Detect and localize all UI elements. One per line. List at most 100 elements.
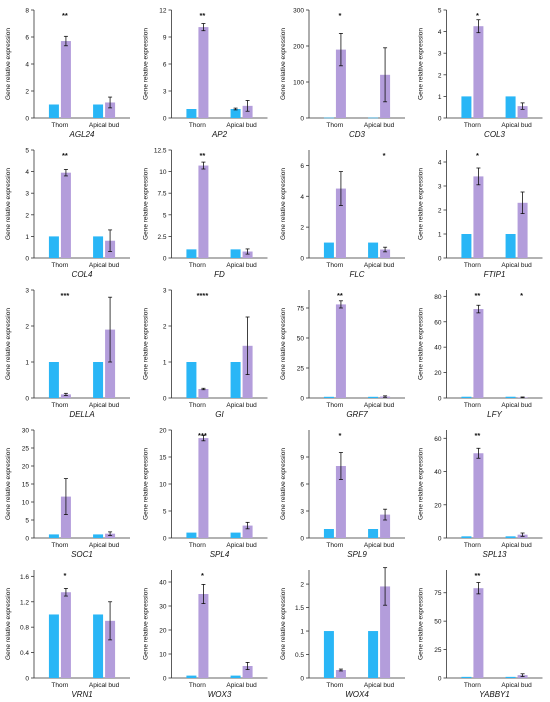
bar-control-thorn: [323, 396, 334, 398]
x-tick-label: Apical bud: [226, 402, 257, 409]
panel-spl13: 0 20 40 60 Gene relative expression ** Thorn Ap…: [418, 430, 543, 559]
significance-label: *: [520, 291, 523, 300]
panel-spl9: 0 3 6 9 Gene relative expression * Thorn Apical…: [280, 430, 405, 559]
x-tick-label: Apical bud: [226, 262, 257, 269]
x-tick-label: Thorn: [51, 682, 68, 689]
y-tick-label: 30: [22, 428, 30, 435]
bar-treatment-thorn: [198, 438, 209, 538]
y-axis-label: Gene relative expression: [5, 448, 12, 520]
y-tick-label: 6: [300, 482, 304, 489]
panel-grf7: 0 25 50 75 Gene relative expression ** Thorn Ap…: [280, 290, 405, 419]
y-tick-label: 30: [159, 604, 167, 611]
bar-control-apical-bud: [505, 96, 516, 118]
x-tick-label: Thorn: [464, 542, 481, 549]
x-tick-label: Apical bud: [501, 262, 532, 269]
y-tick-label: 9: [163, 35, 167, 42]
y-tick-label: 1.5: [295, 605, 304, 612]
y-tick-label: 20: [434, 502, 442, 509]
y-tick-label: 20: [159, 628, 167, 635]
y-tick-label: 300: [293, 8, 304, 15]
bar-treatment-thorn: [335, 188, 346, 258]
significance-label: *: [338, 11, 341, 20]
y-tick-label: 50: [434, 619, 442, 626]
x-tick-label: Apical bud: [226, 542, 257, 549]
chart-title: CD3: [349, 130, 366, 139]
bar-control-thorn: [48, 104, 59, 118]
x-tick-label: Apical bud: [364, 122, 395, 129]
y-tick-label: 0.5: [295, 652, 304, 659]
bar-treatment-apical-bud: [242, 105, 253, 118]
chart-title: SPL13: [482, 550, 507, 559]
y-axis-label: Gene relative expression: [143, 168, 150, 240]
x-tick-label: Thorn: [51, 402, 68, 409]
y-axis-label: Gene relative expression: [5, 308, 12, 380]
x-tick-label: Apical bud: [226, 682, 257, 689]
bar-treatment-apical-bud: [105, 102, 116, 118]
bar-control-apical-bud: [505, 396, 516, 398]
y-tick-label: 2: [438, 208, 442, 215]
chart-title: FTIP1: [484, 270, 506, 279]
significance-label: *: [476, 11, 479, 20]
panel-lfy: 0 20 40 60 80 Gene relative expression ** Thorn…: [418, 290, 543, 419]
x-tick-label: Thorn: [326, 682, 343, 689]
y-tick-label: 3: [25, 288, 29, 295]
y-tick-label: 1: [438, 232, 442, 239]
bar-control-thorn: [48, 362, 59, 398]
panel-vrn1: 0 0.4 0.8 1.2 1.6 Gene relative expression * Th…: [5, 570, 130, 699]
x-tick-label: Thorn: [464, 682, 481, 689]
bar-treatment-apical-bud: [380, 249, 391, 258]
y-tick-label: 0: [25, 116, 29, 123]
y-tick-label: 0: [300, 116, 304, 123]
x-tick-label: Thorn: [51, 122, 68, 129]
bar-control-thorn: [323, 631, 334, 678]
y-axis-label: Gene relative expression: [418, 308, 425, 380]
significance-label: **: [199, 151, 205, 160]
x-tick-label: Apical bud: [501, 402, 532, 409]
x-tick-label: Apical bud: [89, 262, 120, 269]
y-tick-label: 12.5: [154, 148, 167, 155]
panel-gi: 0 1 2 3 Gene relative expression **** Thorn Api…: [143, 288, 268, 419]
y-tick-label: 0: [25, 676, 29, 683]
bar-treatment-apical-bud: [105, 620, 116, 678]
y-tick-label: 0: [438, 676, 442, 683]
bar-control-apical-bud: [230, 362, 241, 398]
bar-treatment-thorn: [60, 41, 71, 118]
y-tick-label: 0: [300, 256, 304, 263]
bar-treatment-apical-bud: [517, 106, 528, 118]
bar-treatment-thorn: [473, 453, 484, 538]
y-tick-label: 5: [163, 212, 167, 219]
y-tick-label: 40: [159, 580, 167, 587]
panel-wox3: 0 10 20 30 40 Gene relative expression * Thorn A…: [143, 570, 268, 699]
y-tick-label: 15: [159, 455, 167, 462]
bar-control-thorn: [461, 96, 472, 118]
y-tick-label: 50: [297, 336, 305, 343]
panel-yabby1: 0 25 50 75 Gene relative expression ** Thorn Ap…: [418, 570, 543, 699]
y-axis-label: Gene relative expression: [418, 28, 425, 100]
bar-treatment-thorn: [198, 594, 209, 678]
significance-label: *: [201, 571, 204, 580]
y-tick-label: 0: [438, 536, 442, 543]
y-tick-label: 12: [159, 8, 167, 15]
bar-control-thorn: [461, 536, 472, 538]
y-tick-label: 4: [25, 62, 29, 69]
y-tick-label: 1: [25, 234, 29, 241]
chart-title: YABBY1: [479, 690, 510, 697]
bar-treatment-thorn: [60, 592, 71, 678]
x-tick-label: Apical bud: [364, 262, 395, 269]
bar-control-thorn: [323, 529, 334, 538]
chart-title: FD: [214, 270, 225, 279]
y-tick-label: 6: [163, 62, 167, 69]
chart-title: COL4: [72, 270, 93, 279]
x-tick-label: Apical bud: [89, 542, 120, 549]
panel-col3: 0 1 2 3 4 5 Gene relative expression * Thorn Apic…: [418, 8, 543, 139]
y-tick-label: 0: [300, 676, 304, 683]
y-tick-label: 1: [25, 360, 29, 367]
y-tick-label: 100: [293, 80, 304, 87]
x-tick-label: Apical bud: [364, 402, 395, 409]
y-tick-label: 0: [163, 536, 167, 543]
chart-title: AGL24: [69, 130, 95, 139]
chart-title: WOX4: [345, 690, 369, 697]
x-tick-label: Apical bud: [89, 402, 120, 409]
chart-title: COL3: [484, 130, 505, 139]
bar-control-thorn: [48, 614, 59, 678]
